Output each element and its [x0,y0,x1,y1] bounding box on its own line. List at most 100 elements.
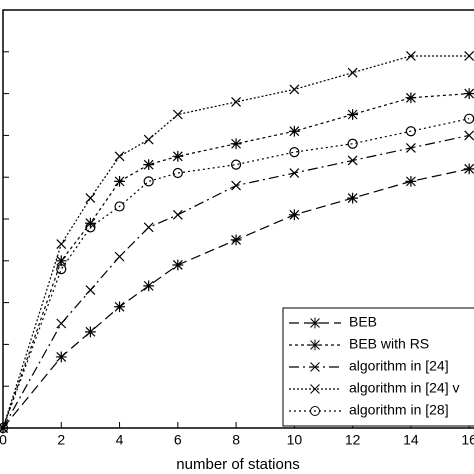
marker [172,209,183,220]
marker [143,176,154,187]
marker-cross [56,318,67,329]
marker-cross [55,255,67,267]
marker [289,84,300,95]
marker-circle [143,176,154,187]
marker-cross [347,192,359,204]
marker-cross [309,317,321,329]
marker-cross [347,67,358,78]
marker [172,109,183,120]
legend-marker [310,406,320,416]
legend-marker [309,339,321,351]
marker-circle [172,167,183,179]
marker [347,109,359,120]
marker [143,159,155,171]
marker [405,143,416,153]
marker-circle [56,264,67,275]
marker-cross [405,175,417,187]
marker-cross [347,109,359,120]
x-tick-label: 8 [232,432,240,448]
marker-cross [288,209,300,221]
marker-cross [85,285,96,295]
marker-cross [172,259,184,271]
marker [0,422,9,434]
marker-cross [464,51,474,61]
marker [114,251,125,262]
marker-cross [289,168,300,178]
x-tick-label: 4 [116,432,124,448]
marker [114,175,125,187]
marker-cross [172,150,184,162]
marker [347,155,358,166]
marker [172,259,184,271]
marker-cross [143,222,154,233]
marker-cross [310,362,320,372]
marker [55,351,67,363]
marker [56,239,67,250]
marker-cross [143,159,155,171]
x-tick-label: 2 [57,432,65,448]
marker [231,180,242,191]
marker-cross [463,88,474,99]
marker [405,92,417,104]
marker [85,285,96,295]
marker-circle [310,406,320,416]
marker-cross [55,351,67,363]
marker [405,175,417,187]
series-line [2,118,470,429]
marker-cross [114,175,125,187]
marker-cross [231,97,242,107]
marker-circle [230,159,242,170]
marker-circle [85,222,96,233]
marker-cross [288,125,300,137]
marker-cross [114,251,125,262]
marker [85,326,96,338]
x-tick-label: 6 [174,432,182,448]
marker-cross [114,301,125,313]
marker [347,192,359,204]
marker [85,193,96,204]
marker [464,51,474,61]
marker [230,159,242,170]
marker [172,167,183,179]
legend-label: BEB [349,314,377,330]
marker [172,150,184,162]
marker-circle [0,422,9,434]
x-tick-label: 10 [287,432,303,448]
marker-cross [309,339,321,351]
marker-cross [172,109,183,120]
marker [230,234,242,246]
marker-cross [405,51,416,61]
legend-label: algorithm in [24] [349,358,449,374]
x-tick-label: 12 [345,432,361,448]
marker [85,222,96,233]
marker-circle [289,147,300,158]
marker-cross [85,193,96,204]
marker [56,318,67,329]
marker [463,88,474,99]
marker-cross [85,326,96,338]
legend-marker [310,362,320,372]
marker-cross [56,239,67,250]
x-tick-label: 16 [461,432,474,448]
marker-circle [114,201,125,212]
marker [143,222,154,233]
marker [56,264,67,275]
marker-cross [114,151,125,162]
marker-cross [289,84,300,95]
marker-cross [405,92,417,104]
marker-cross [347,155,358,166]
x-tick-label: 0 [0,432,7,448]
marker-cross [172,209,183,220]
marker [464,130,474,141]
marker [405,51,416,61]
marker [289,168,300,178]
legend-marker [310,384,320,394]
marker [55,255,67,267]
marker-circle [405,126,417,137]
marker [347,138,358,149]
series-line [2,55,470,429]
marker-cross [464,130,474,141]
legend-label: algorithm in [28] [349,402,449,418]
marker [114,151,125,162]
marker-cross [463,163,474,175]
